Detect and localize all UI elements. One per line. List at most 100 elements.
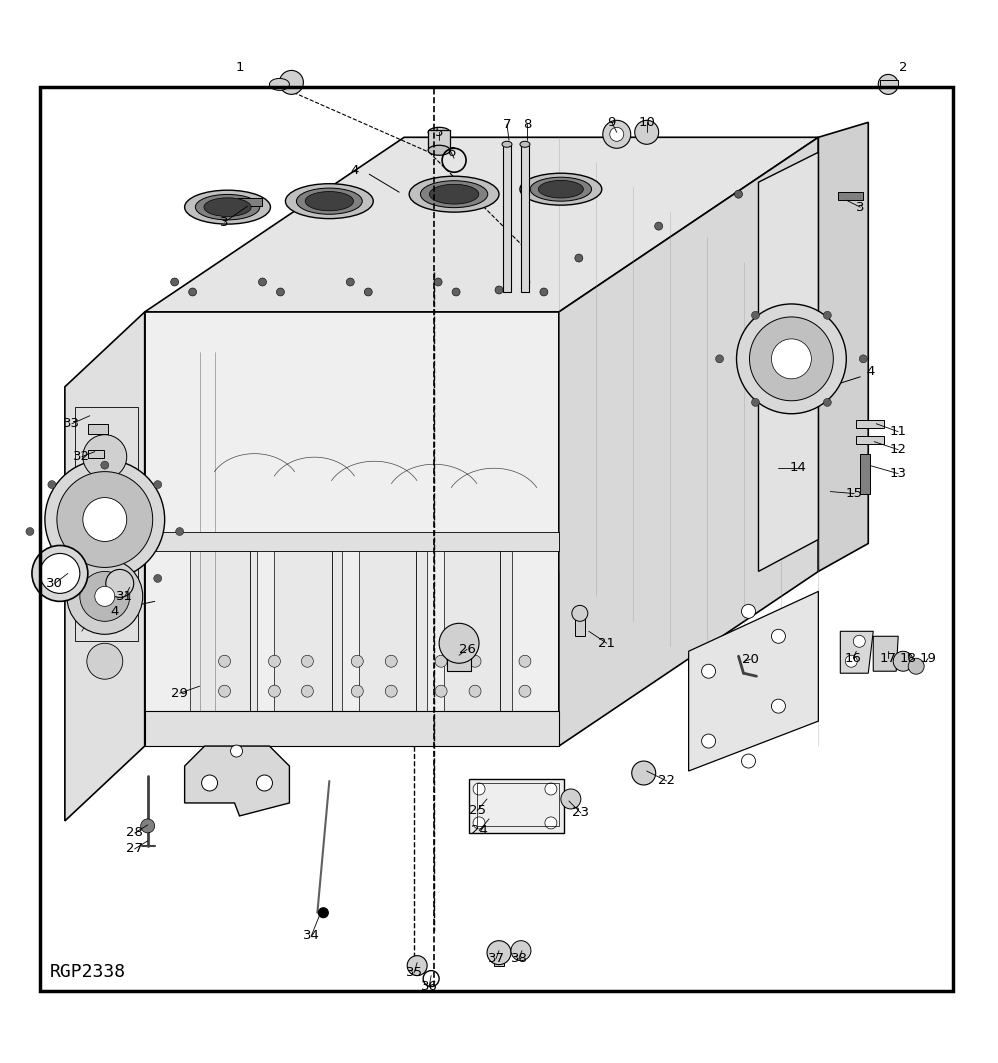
Text: 15: 15 <box>845 487 863 500</box>
Circle shape <box>385 686 397 697</box>
Circle shape <box>771 339 811 378</box>
Ellipse shape <box>296 188 362 215</box>
Circle shape <box>26 527 34 536</box>
Text: RGP2338: RGP2338 <box>50 963 126 980</box>
Circle shape <box>610 128 624 141</box>
Text: 23: 23 <box>572 807 590 820</box>
Text: 10: 10 <box>639 116 655 129</box>
Ellipse shape <box>409 176 499 213</box>
Circle shape <box>511 941 531 961</box>
Ellipse shape <box>428 146 450 155</box>
Bar <box>447 641 471 671</box>
Polygon shape <box>873 637 898 671</box>
Circle shape <box>771 699 785 713</box>
Circle shape <box>771 629 785 643</box>
Bar <box>88 424 108 434</box>
Circle shape <box>385 655 397 668</box>
Circle shape <box>256 775 272 791</box>
Polygon shape <box>559 137 818 746</box>
Text: 14: 14 <box>790 461 806 474</box>
Polygon shape <box>818 122 868 572</box>
Circle shape <box>632 761 656 784</box>
Ellipse shape <box>428 128 450 137</box>
Bar <box>880 81 898 87</box>
Circle shape <box>364 288 372 296</box>
Polygon shape <box>469 779 564 833</box>
Text: 11: 11 <box>889 425 907 438</box>
Circle shape <box>742 754 755 769</box>
Bar <box>856 436 884 443</box>
Polygon shape <box>190 552 257 711</box>
Circle shape <box>735 190 743 198</box>
Circle shape <box>231 745 243 757</box>
Text: 4: 4 <box>111 605 119 618</box>
Circle shape <box>67 558 143 635</box>
Text: 7: 7 <box>503 118 511 131</box>
Bar <box>860 454 870 493</box>
Ellipse shape <box>269 79 289 90</box>
Text: 4: 4 <box>866 366 874 378</box>
Circle shape <box>48 480 56 489</box>
Circle shape <box>101 594 109 602</box>
Text: 2: 2 <box>899 61 907 74</box>
Text: 12: 12 <box>889 443 907 456</box>
Polygon shape <box>185 746 289 816</box>
Text: 22: 22 <box>658 775 676 788</box>
Circle shape <box>859 355 867 362</box>
Text: 33: 33 <box>63 417 81 431</box>
Circle shape <box>202 775 218 791</box>
Polygon shape <box>359 552 427 711</box>
Polygon shape <box>689 591 818 771</box>
Circle shape <box>716 355 724 362</box>
Circle shape <box>219 655 231 668</box>
Circle shape <box>751 399 759 406</box>
Text: 34: 34 <box>303 929 319 942</box>
Circle shape <box>106 570 134 597</box>
Circle shape <box>545 783 557 795</box>
Bar <box>575 611 585 637</box>
Circle shape <box>32 545 88 602</box>
Circle shape <box>742 605 755 619</box>
Circle shape <box>57 472 153 568</box>
Text: 32: 32 <box>73 450 91 463</box>
Circle shape <box>435 686 447 697</box>
Ellipse shape <box>429 184 479 204</box>
Circle shape <box>351 686 363 697</box>
Circle shape <box>452 288 460 296</box>
Circle shape <box>87 643 123 679</box>
Text: 17: 17 <box>879 652 897 664</box>
Circle shape <box>702 735 716 748</box>
Circle shape <box>473 817 485 829</box>
Circle shape <box>853 636 865 647</box>
Ellipse shape <box>520 173 602 205</box>
Circle shape <box>45 459 165 579</box>
Circle shape <box>219 686 231 697</box>
Circle shape <box>635 120 659 145</box>
Polygon shape <box>145 311 559 746</box>
Circle shape <box>737 304 846 414</box>
Circle shape <box>154 480 162 489</box>
Text: 30: 30 <box>47 577 63 590</box>
Text: 35: 35 <box>405 966 423 979</box>
Bar <box>88 450 104 458</box>
Circle shape <box>407 956 427 976</box>
Text: 1: 1 <box>236 61 244 74</box>
Circle shape <box>439 623 479 663</box>
Ellipse shape <box>204 198 251 217</box>
Circle shape <box>83 435 127 478</box>
Ellipse shape <box>420 181 488 207</box>
Text: 31: 31 <box>116 590 134 603</box>
Text: 25: 25 <box>468 805 486 817</box>
Circle shape <box>487 941 511 964</box>
Text: 18: 18 <box>900 652 916 664</box>
Circle shape <box>519 655 531 668</box>
Circle shape <box>603 120 631 148</box>
Circle shape <box>561 789 581 809</box>
Text: 5: 5 <box>435 125 443 139</box>
Circle shape <box>268 686 280 697</box>
Polygon shape <box>65 311 145 821</box>
Circle shape <box>258 279 266 286</box>
Text: 24: 24 <box>471 825 487 838</box>
Text: 3: 3 <box>856 201 864 214</box>
Circle shape <box>878 74 898 95</box>
